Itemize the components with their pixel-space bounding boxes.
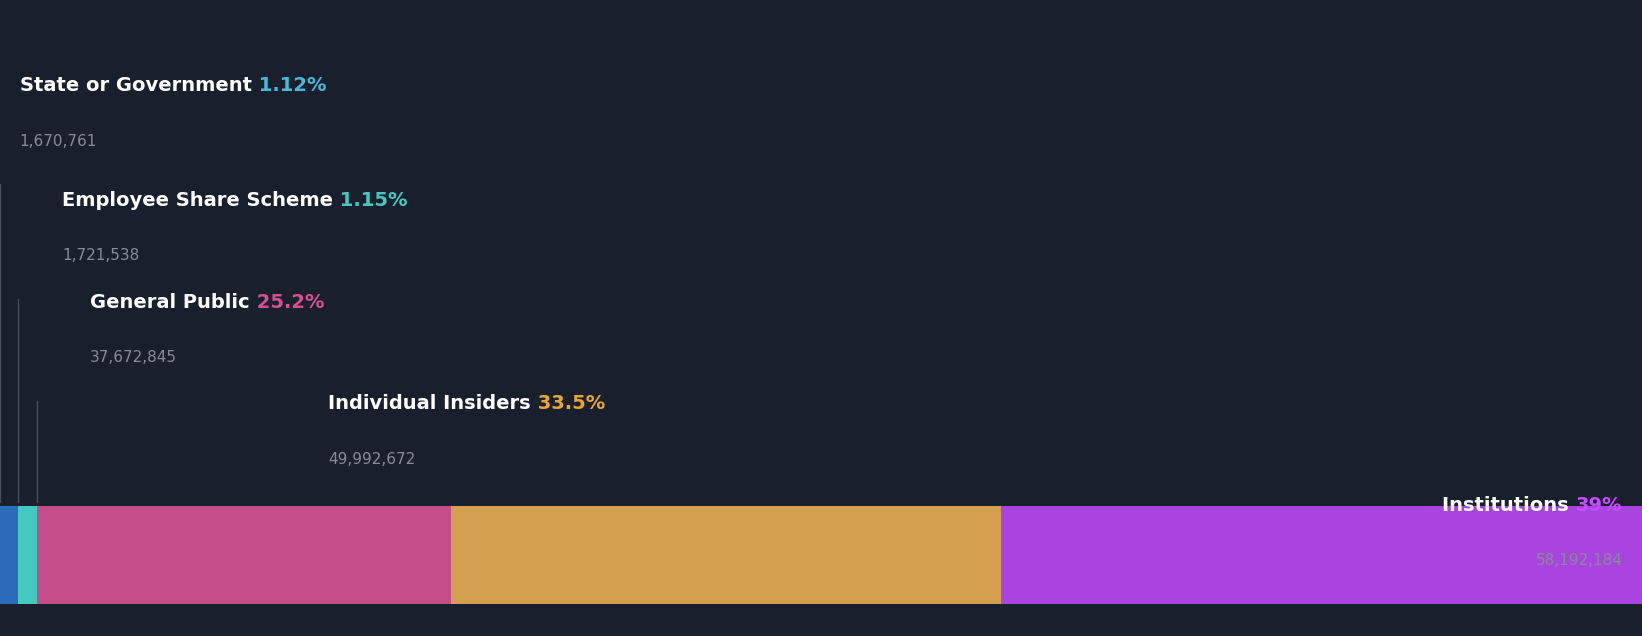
Text: 1,670,761: 1,670,761: [20, 134, 97, 149]
Text: Individual Insiders: Individual Insiders: [328, 394, 530, 413]
Text: Employee Share Scheme: Employee Share Scheme: [62, 191, 333, 210]
Bar: [18, 506, 38, 604]
Text: General Public: General Public: [90, 293, 250, 312]
Text: 39%: 39%: [1576, 496, 1622, 515]
Text: 49,992,672: 49,992,672: [328, 452, 415, 467]
Bar: [452, 506, 1002, 604]
Bar: [0, 506, 18, 604]
Text: 25.2%: 25.2%: [250, 293, 325, 312]
Text: 58,192,184: 58,192,184: [1535, 553, 1622, 569]
Text: 37,672,845: 37,672,845: [90, 350, 177, 365]
Text: 1,721,538: 1,721,538: [62, 248, 140, 263]
Text: Institutions: Institutions: [1442, 496, 1576, 515]
Text: State or Government: State or Government: [20, 76, 251, 95]
Text: 33.5%: 33.5%: [530, 394, 606, 413]
Bar: [1002, 506, 1642, 604]
Bar: [38, 506, 452, 604]
Text: 1.15%: 1.15%: [333, 191, 407, 210]
Text: 1.12%: 1.12%: [251, 76, 327, 95]
